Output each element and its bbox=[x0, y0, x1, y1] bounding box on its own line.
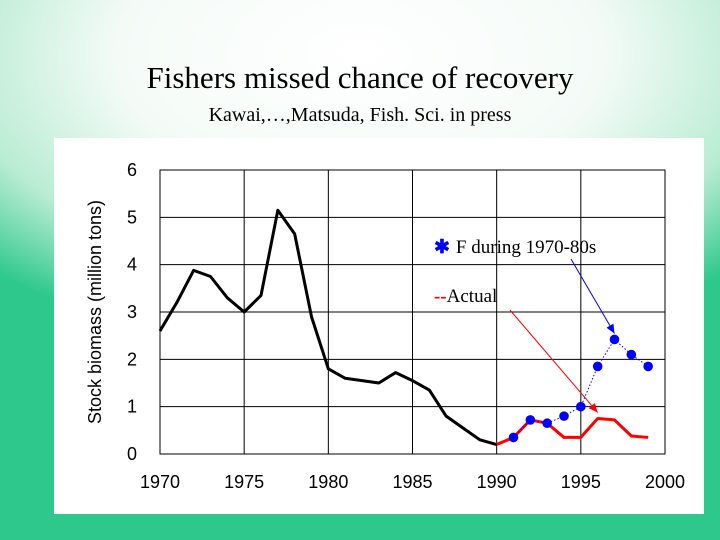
legend-arrow-line bbox=[509, 309, 599, 413]
slide-subtitle: Kawai,…,Matsuda, Fish. Sci. in press bbox=[208, 104, 512, 126]
x-tick-label: 1980 bbox=[308, 472, 348, 492]
legend-symbol: -- bbox=[434, 286, 447, 307]
y-tick-label: 0 bbox=[127, 444, 137, 464]
legend-entry: --Actual bbox=[434, 286, 497, 307]
legend-label: F during 1970-80s bbox=[456, 237, 596, 258]
y-axis-label: Stock biomass (million tons) bbox=[85, 200, 105, 424]
data-point-f-during-1970-80s bbox=[559, 411, 569, 421]
series-line-historical bbox=[158, 208, 498, 446]
legend-entry: ✱ F during 1970-80s bbox=[434, 237, 596, 258]
y-tick-label: 2 bbox=[127, 349, 137, 369]
x-tick-label: 1995 bbox=[561, 472, 601, 492]
legend-arrowhead bbox=[606, 323, 615, 334]
x-tick-label: 1990 bbox=[477, 472, 517, 492]
x-tick-label: 1975 bbox=[224, 472, 264, 492]
slide-title: Fishers missed chance of recovery bbox=[146, 60, 574, 95]
x-tick-label: 2000 bbox=[645, 472, 685, 492]
x-tick-label: 1970 bbox=[140, 472, 180, 492]
data-point-f-during-1970-80s bbox=[576, 401, 586, 412]
data-point-f-during-1970-80s bbox=[609, 334, 620, 345]
data-point-f-during-1970-80s bbox=[525, 415, 536, 425]
legend-symbol: ✱ bbox=[434, 237, 450, 258]
chart-panel: 0 1 2 3 4 5 6 1970 1975 1980 1985 1990 1995 2000 Stock… bbox=[54, 138, 704, 514]
x-tick-label: 1985 bbox=[392, 472, 432, 492]
y-tick-label: 1 bbox=[127, 397, 137, 417]
series-line-actual bbox=[496, 417, 649, 446]
y-tick-label: 4 bbox=[127, 255, 137, 275]
data-point-f-during-1970-80s bbox=[542, 418, 552, 429]
biomass-chart: 0 1 2 3 4 5 6 1970 1975 1980 1985 1990 1995 2000 Stock… bbox=[85, 160, 685, 492]
y-tick-label: 6 bbox=[127, 160, 137, 180]
data-point-f-during-1970-80s bbox=[643, 361, 653, 372]
y-tick-label: 5 bbox=[127, 207, 137, 227]
plot-frame bbox=[159, 169, 666, 455]
legend-arrowhead bbox=[588, 403, 598, 413]
legend-arrow-line bbox=[570, 258, 615, 334]
legend-label: Actual bbox=[447, 286, 498, 307]
data-point-f-during-1970-80s bbox=[508, 432, 519, 443]
y-tick-label: 3 bbox=[127, 302, 137, 322]
data-point-f-during-1970-80s bbox=[626, 349, 637, 360]
data-point-f-during-1970-80s bbox=[592, 361, 603, 372]
